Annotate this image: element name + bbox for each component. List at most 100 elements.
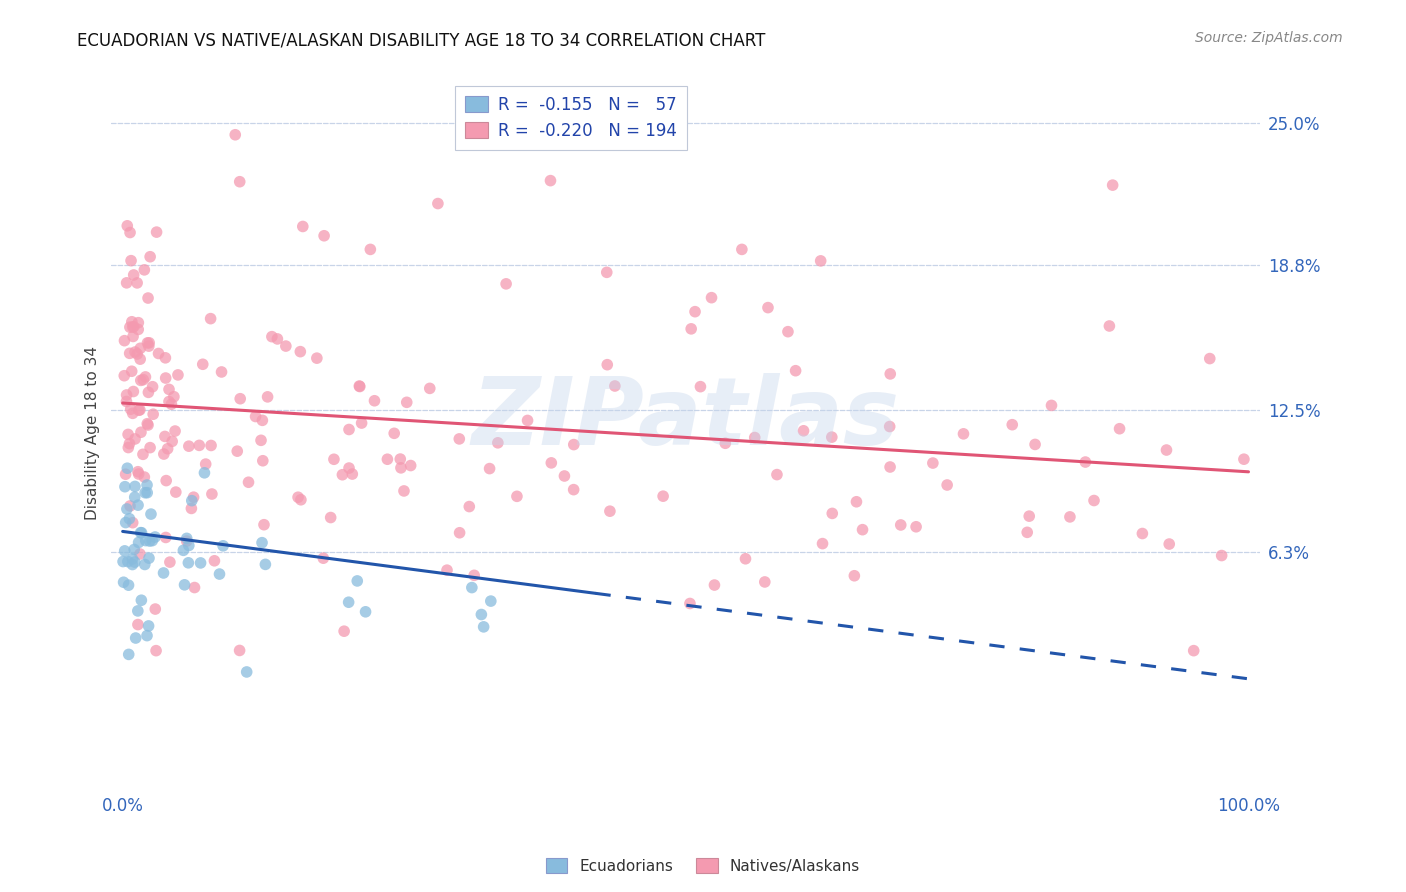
Point [155,531,177,545]
Point [143,530,166,544]
Point [127,316,149,330]
Point [121,315,143,329]
Point [122,384,145,399]
Point [129,525,152,540]
Point [153,447,176,461]
Point [118,511,141,525]
Point [122,268,145,282]
Y-axis label: Disability Age 18 to 34: Disability Age 18 to 34 [86,346,100,520]
Point [252,454,274,468]
Point [229,392,252,406]
Point [252,413,274,427]
Point [157,383,180,397]
Point [134,263,156,277]
Point [117,578,139,592]
Point [124,345,146,359]
Point [201,487,224,501]
Point [176,534,198,549]
Point [180,501,202,516]
Point [363,393,385,408]
Point [114,467,136,482]
Point [115,394,138,409]
Point [756,301,779,315]
Point [291,219,314,234]
Point [139,441,162,455]
Point [314,228,336,243]
Point [478,461,501,475]
Point [128,403,150,417]
Point [731,243,754,257]
Point [389,452,412,467]
Point [426,196,449,211]
Point [844,568,866,582]
Point [188,438,211,452]
Point [596,358,619,372]
Point [228,175,250,189]
Point [134,370,156,384]
Point [458,500,481,514]
Point [461,581,484,595]
Point [136,629,159,643]
Point [127,322,149,336]
Legend: R =  -0.155   N =   57, R =  -0.220   N = 194: R = -0.155 N = 57, R = -0.220 N = 194 [454,86,688,150]
Point [124,490,146,504]
Point [793,424,815,438]
Point [138,335,160,350]
Point [245,409,267,424]
Point [238,475,260,490]
Point [148,346,170,360]
Point [200,311,222,326]
Point [346,574,368,588]
Point [134,558,156,572]
Point [879,460,901,475]
Point [1098,318,1121,333]
Point [177,556,200,570]
Point [117,555,139,569]
Point [652,489,675,503]
Point [689,379,711,393]
Point [211,365,233,379]
Point [132,447,155,461]
Point [1101,178,1123,193]
Point [821,430,844,444]
Point [744,431,766,445]
Point [118,648,141,662]
Point [212,539,235,553]
Text: ZIPatlas: ZIPatlas [471,373,900,465]
Point [472,620,495,634]
Point [136,291,159,305]
Point [1017,525,1039,540]
Point [142,407,165,421]
Point [176,532,198,546]
Point [1156,443,1178,458]
Point [392,483,415,498]
Point [333,624,356,639]
Point [131,593,153,607]
Point [132,373,155,387]
Point [879,367,901,381]
Point [129,547,152,561]
Point [155,474,177,488]
Point [118,499,141,513]
Point [337,595,360,609]
Point [128,403,150,417]
Point [734,551,756,566]
Point [129,352,152,367]
Point [785,364,807,378]
Point [121,320,143,334]
Point [516,413,538,427]
Point [183,490,205,504]
Point [155,371,177,385]
Point [1001,417,1024,432]
Point [118,346,141,360]
Point [936,478,959,492]
Point [127,617,149,632]
Point [540,456,562,470]
Point [127,465,149,479]
Point [121,552,143,566]
Point [354,605,377,619]
Point [138,551,160,566]
Point [254,558,277,572]
Point [190,556,212,570]
Point [129,425,152,440]
